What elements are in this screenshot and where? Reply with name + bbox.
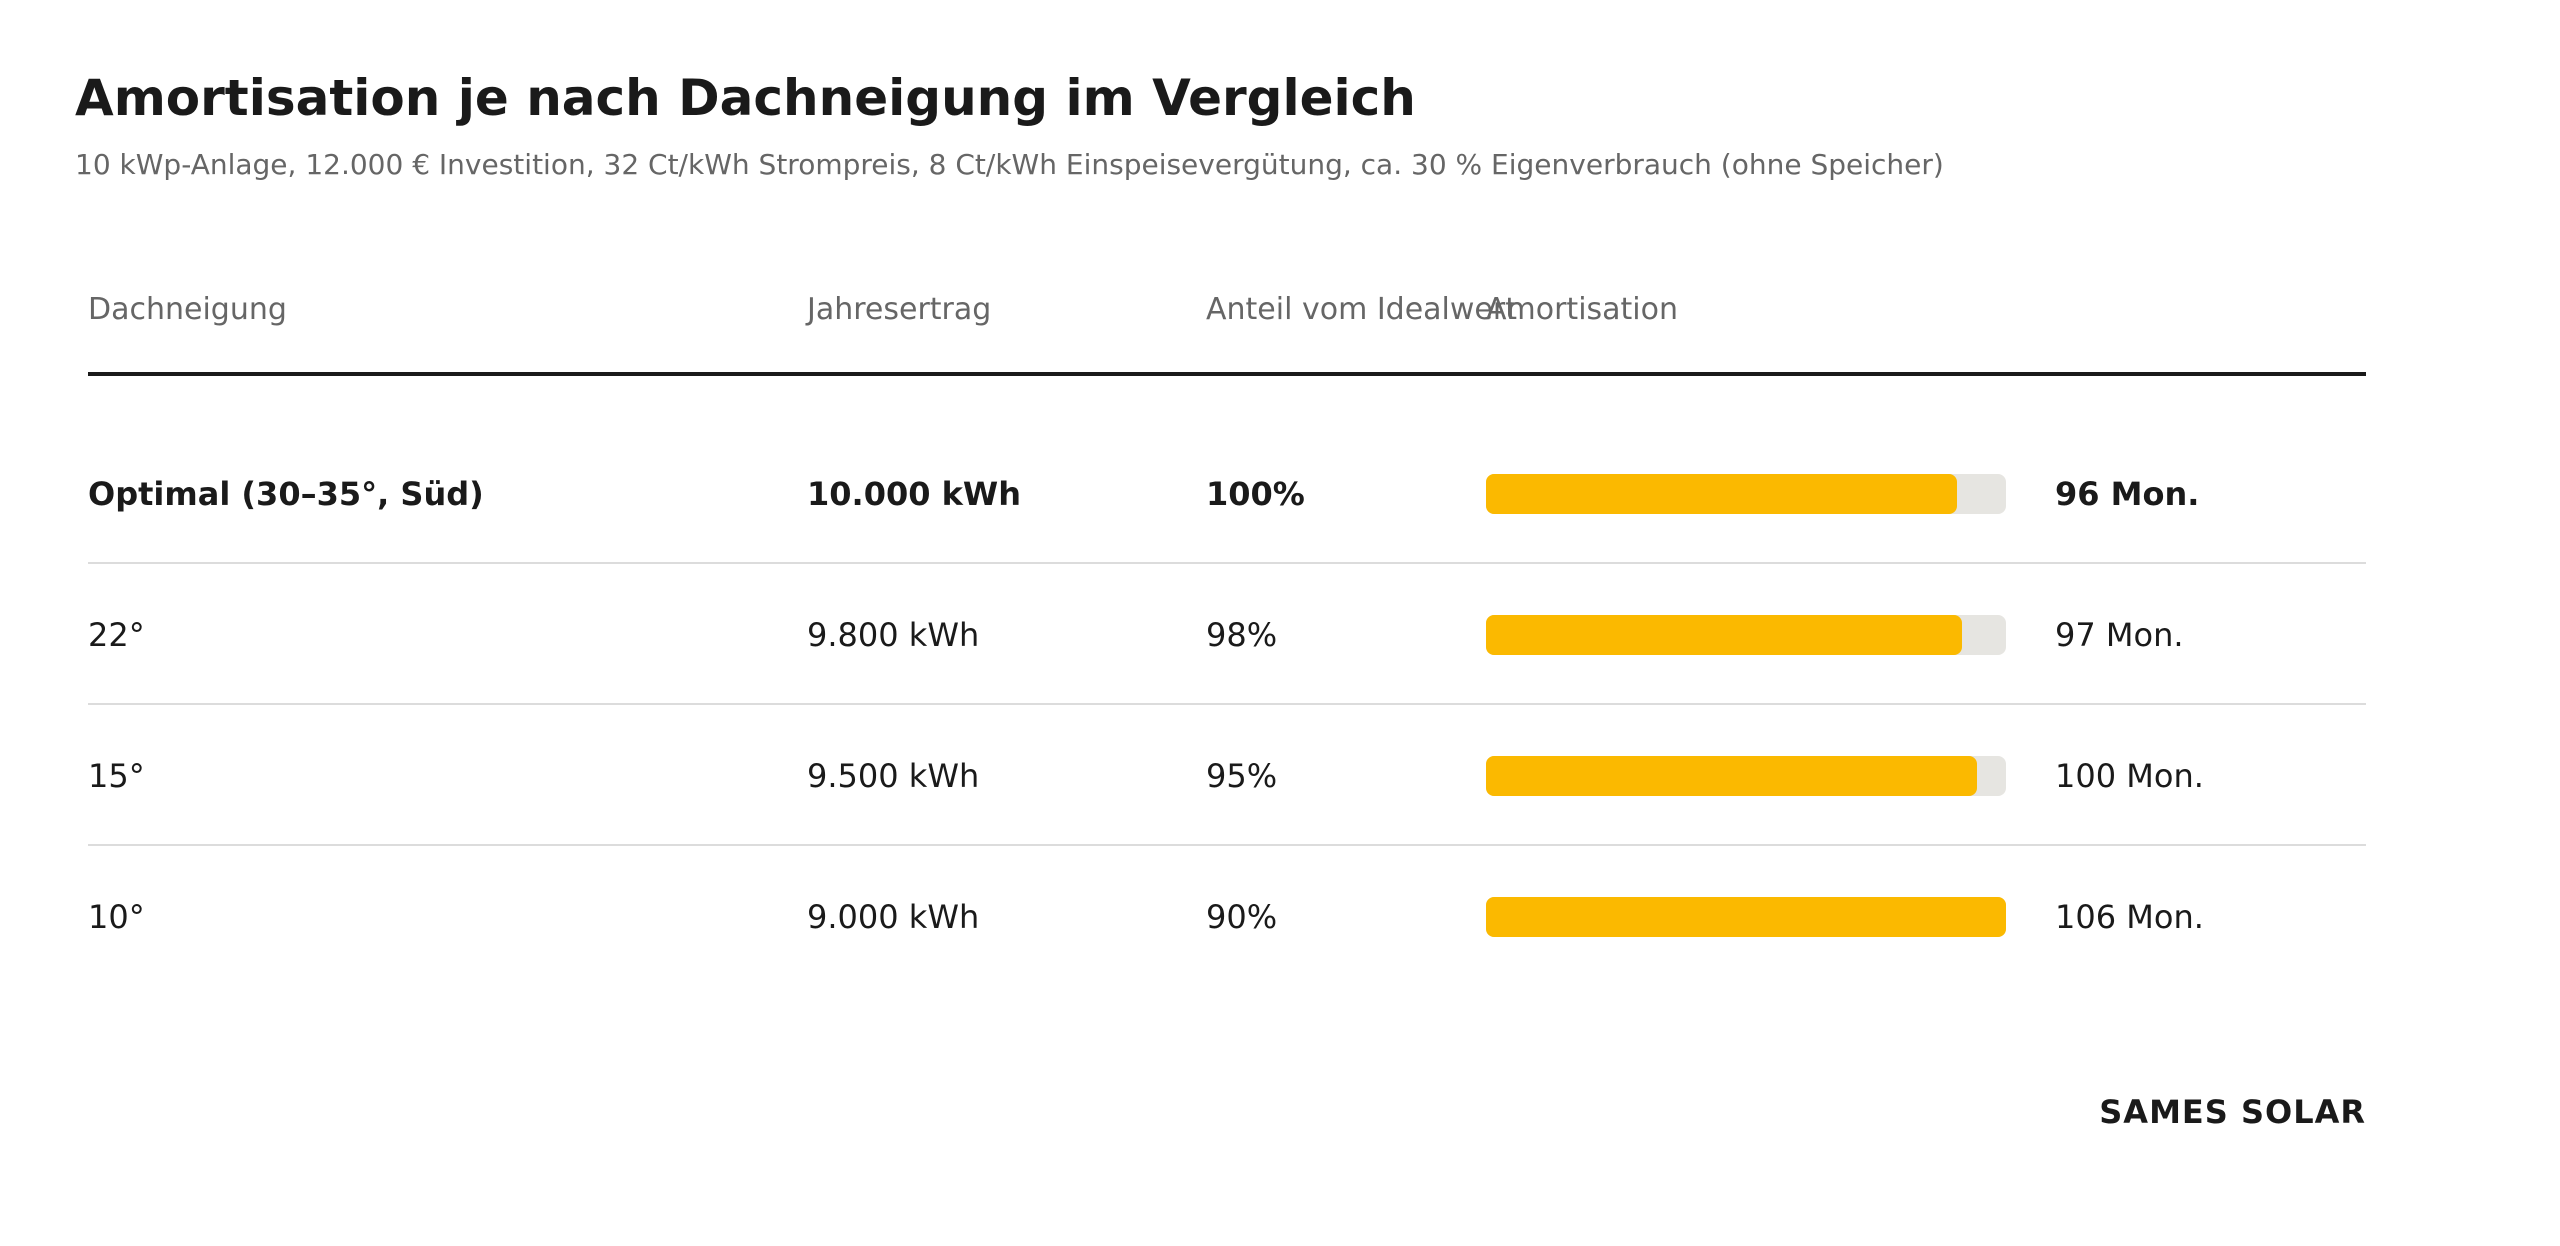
table-row: 15° 9.500 kWh 95% 100 Mon. xyxy=(88,705,2366,846)
table-row: Optimal (30–35°, Süd) 10.000 kWh 100% 96 Mo… xyxy=(88,423,2366,564)
cell-dachneigung: 10° xyxy=(88,897,145,936)
amortisation-bar-track xyxy=(1486,473,2006,514)
column-header-jahresertrag: Jahresertrag xyxy=(807,292,992,327)
table-row: 10° 9.000 kWh 90% 106 Mon. xyxy=(88,846,2366,987)
cell-jahresertrag: 9.800 kWh xyxy=(807,615,980,654)
cell-jahresertrag: 9.500 kWh xyxy=(807,756,980,795)
header-rule xyxy=(88,372,2366,376)
cell-dachneigung: 22° xyxy=(88,615,145,654)
cell-anteil: 90% xyxy=(1206,897,1278,936)
cell-amortisation: 106 Mon. xyxy=(2055,897,2204,936)
cell-jahresertrag: 10.000 kWh xyxy=(807,474,1021,513)
cell-jahresertrag: 9.000 kWh xyxy=(807,897,980,936)
row-divider xyxy=(88,844,2366,846)
amortisation-bar xyxy=(1486,614,1962,655)
amortisation-bar xyxy=(1486,896,2006,937)
chart-title: Amortisation je nach Dachneigung im Verg… xyxy=(75,69,1416,127)
column-header-anteil: Anteil vom Idealwert xyxy=(1206,292,1517,327)
table-row: 22° 9.800 kWh 98% 97 Mon. xyxy=(88,564,2366,705)
amortisation-bar xyxy=(1486,755,1977,796)
row-divider xyxy=(88,562,2366,564)
cell-anteil: 98% xyxy=(1206,615,1278,654)
cell-anteil: 100% xyxy=(1206,474,1305,513)
row-divider xyxy=(88,703,2366,705)
column-header-dachneigung: Dachneigung xyxy=(88,292,287,327)
cell-dachneigung: Optimal (30–35°, Süd) xyxy=(88,474,484,513)
cell-anteil: 95% xyxy=(1206,756,1278,795)
cell-amortisation: 96 Mon. xyxy=(2055,474,2200,513)
chart-subtitle: 10 kWp-Anlage, 12.000 € Investition, 32 … xyxy=(75,148,1944,181)
amortisation-bar-track xyxy=(1486,755,2006,796)
amortisation-bar xyxy=(1486,473,1957,514)
column-header-amortisation: Amortisation xyxy=(1486,292,1679,327)
amortisation-bar-track xyxy=(1486,896,2006,937)
cell-amortisation: 97 Mon. xyxy=(2055,615,2184,654)
cell-dachneigung: 15° xyxy=(88,756,145,795)
cell-amortisation: 100 Mon. xyxy=(2055,756,2204,795)
amortisation-bar-track xyxy=(1486,614,2006,655)
brand-logo: SAMES SOLAR xyxy=(2099,1093,2366,1131)
